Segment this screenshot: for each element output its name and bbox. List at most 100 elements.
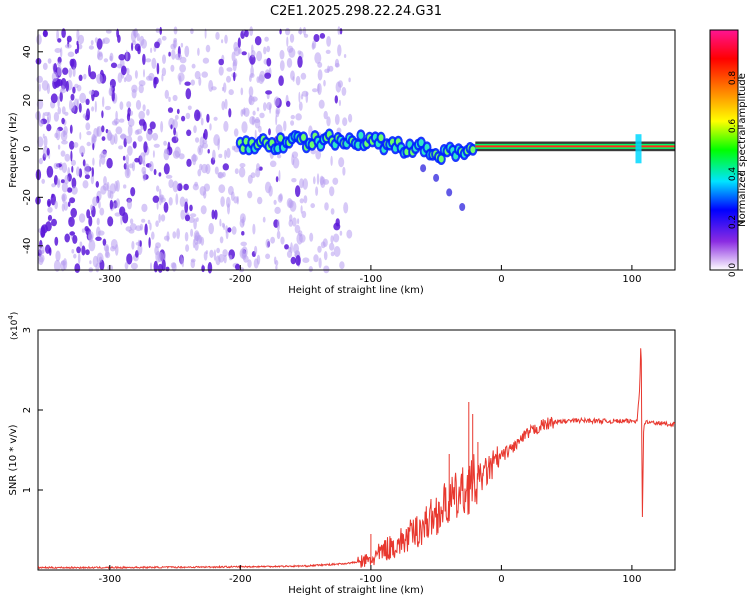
spectrogram-speckle xyxy=(237,37,241,48)
spectrogram-speckle xyxy=(297,56,303,68)
spectrogram-speckle xyxy=(73,253,77,259)
snr-x-tick-label: 100 xyxy=(622,574,641,585)
spectrogram-speckle xyxy=(200,117,204,126)
spectrogram-speckle xyxy=(301,210,307,219)
spectrogram-speckle xyxy=(180,209,185,220)
chart-title: C2E1.2025.298.22.24.G31 xyxy=(270,4,442,19)
spectrogram-speckle xyxy=(170,262,177,269)
spectrogram-speckle xyxy=(279,49,285,60)
spectrogram-speckle xyxy=(84,226,89,232)
spectrogram-speckle xyxy=(333,246,341,257)
spectrogram-track-core xyxy=(301,133,306,141)
spectrogram-speckle xyxy=(200,205,207,215)
spectrogram-speckle xyxy=(144,223,148,236)
spectrogram-speckle xyxy=(46,123,52,132)
spectrogram-speckle xyxy=(273,199,277,205)
spectrogram-speckle xyxy=(138,80,146,87)
spectrogram-speckle xyxy=(192,153,197,166)
spectrogram-speckle xyxy=(262,216,266,223)
spectrogram-x-tick-label: -100 xyxy=(360,274,383,285)
spectrogram-speckle xyxy=(76,29,80,41)
spectrogram-speckle xyxy=(270,236,275,244)
spectrogram-speckle xyxy=(274,206,281,214)
spectrogram-speckle xyxy=(218,66,224,76)
spectrogram-speckle xyxy=(57,65,62,77)
spectrogram-speckle xyxy=(156,185,160,192)
spectrogram-speckle xyxy=(231,226,237,235)
spectrogram-speckle xyxy=(197,169,202,177)
spectrogram-speckle xyxy=(123,184,127,189)
spectrogram-speckle xyxy=(299,198,304,204)
spectrogram-speckle xyxy=(276,230,281,240)
spectrogram-speckle xyxy=(265,253,271,260)
spectrogram-speckle xyxy=(168,179,174,189)
snr-multiplier: (x104) xyxy=(7,312,20,340)
spectrogram-speckle xyxy=(140,125,144,130)
spectrogram-speckle xyxy=(157,263,163,273)
spectrogram-speckle xyxy=(79,92,87,104)
spectrogram-speckle xyxy=(159,188,162,198)
spectrogram-speckle xyxy=(222,249,228,257)
spectrogram-speckle xyxy=(172,180,179,193)
spectrogram-speckle xyxy=(324,202,329,211)
spectrogram-speckle xyxy=(329,242,335,251)
spectrogram-speckle xyxy=(54,200,58,210)
spectrogram-speckle xyxy=(248,86,254,97)
spectrogram-speckle xyxy=(91,106,95,112)
spectrogram-speckle xyxy=(151,231,155,240)
spectrogram-speckle xyxy=(295,75,301,86)
spectrogram-speckle xyxy=(181,257,184,268)
spectrogram-speckle xyxy=(218,58,224,66)
spectrogram-speckle xyxy=(156,62,160,75)
spectrogram-speckle xyxy=(159,196,162,206)
spectrogram-speckle xyxy=(61,106,66,115)
spectrogram-speckle xyxy=(123,77,127,83)
spectrogram-speckle xyxy=(137,45,141,55)
spectrogram-speckle xyxy=(76,166,80,177)
spectrogram-speckle xyxy=(286,100,291,107)
spectrogram-speckle xyxy=(193,125,197,134)
spectrogram-speckle xyxy=(184,214,191,222)
spectrogram-speckle xyxy=(308,266,313,273)
spectrogram-speckle xyxy=(81,228,86,233)
spectrogram-speckle xyxy=(168,96,171,102)
spectrogram-speckle xyxy=(149,121,156,130)
spectrogram-speckle xyxy=(189,204,193,212)
spectrogram-speckle xyxy=(288,47,296,58)
spectrogram-speckle xyxy=(36,34,42,45)
spectrogram-speckle xyxy=(112,202,116,210)
spectrogram-speckle xyxy=(320,241,326,249)
spectrogram-speckle xyxy=(116,63,123,69)
spectrogram-speckle xyxy=(134,29,137,39)
snr-panel: -300 -200 -100 0 100 1 2 3 Height of straight … xyxy=(7,312,676,596)
spectrogram-speckle xyxy=(254,36,262,46)
spectrogram-speckle xyxy=(264,181,272,194)
spectrogram-speckle xyxy=(151,57,157,69)
spectrogram-speckle xyxy=(72,86,76,94)
spectrogram-speckle xyxy=(204,28,207,39)
spectrogram-speckle xyxy=(128,163,134,169)
spectrogram-speckle xyxy=(62,67,69,75)
spectrogram-speckle xyxy=(319,175,324,186)
spectrogram-speckle xyxy=(185,112,191,120)
spectrogram-speckle xyxy=(194,232,200,242)
spectrogram-speckle xyxy=(97,49,100,60)
spectrogram-speckle xyxy=(241,249,247,260)
spectrogram-speckle xyxy=(146,130,153,141)
spectrogram-speckle xyxy=(148,72,155,81)
spectrogram-speckle xyxy=(278,170,281,182)
spectrogram-speckle xyxy=(94,100,97,113)
spectrogram-speckle xyxy=(252,110,256,116)
spectrogram-speckle xyxy=(181,115,186,122)
spectrogram-speckle xyxy=(186,129,192,137)
spectrogram-speckle xyxy=(298,101,303,111)
spectrogram-y-tick-label: 20 xyxy=(22,94,33,107)
snr-x-tick-label: -300 xyxy=(98,574,121,585)
spectrogram-speckle xyxy=(76,40,79,46)
spectrogram-speckle xyxy=(137,239,141,247)
spectrogram-speckle xyxy=(317,69,323,81)
spectrogram-speckle xyxy=(317,83,322,95)
spectrogram-speckle xyxy=(338,99,341,107)
spectrogram-speckle xyxy=(311,42,315,50)
spectrogram-speckle xyxy=(180,42,184,48)
